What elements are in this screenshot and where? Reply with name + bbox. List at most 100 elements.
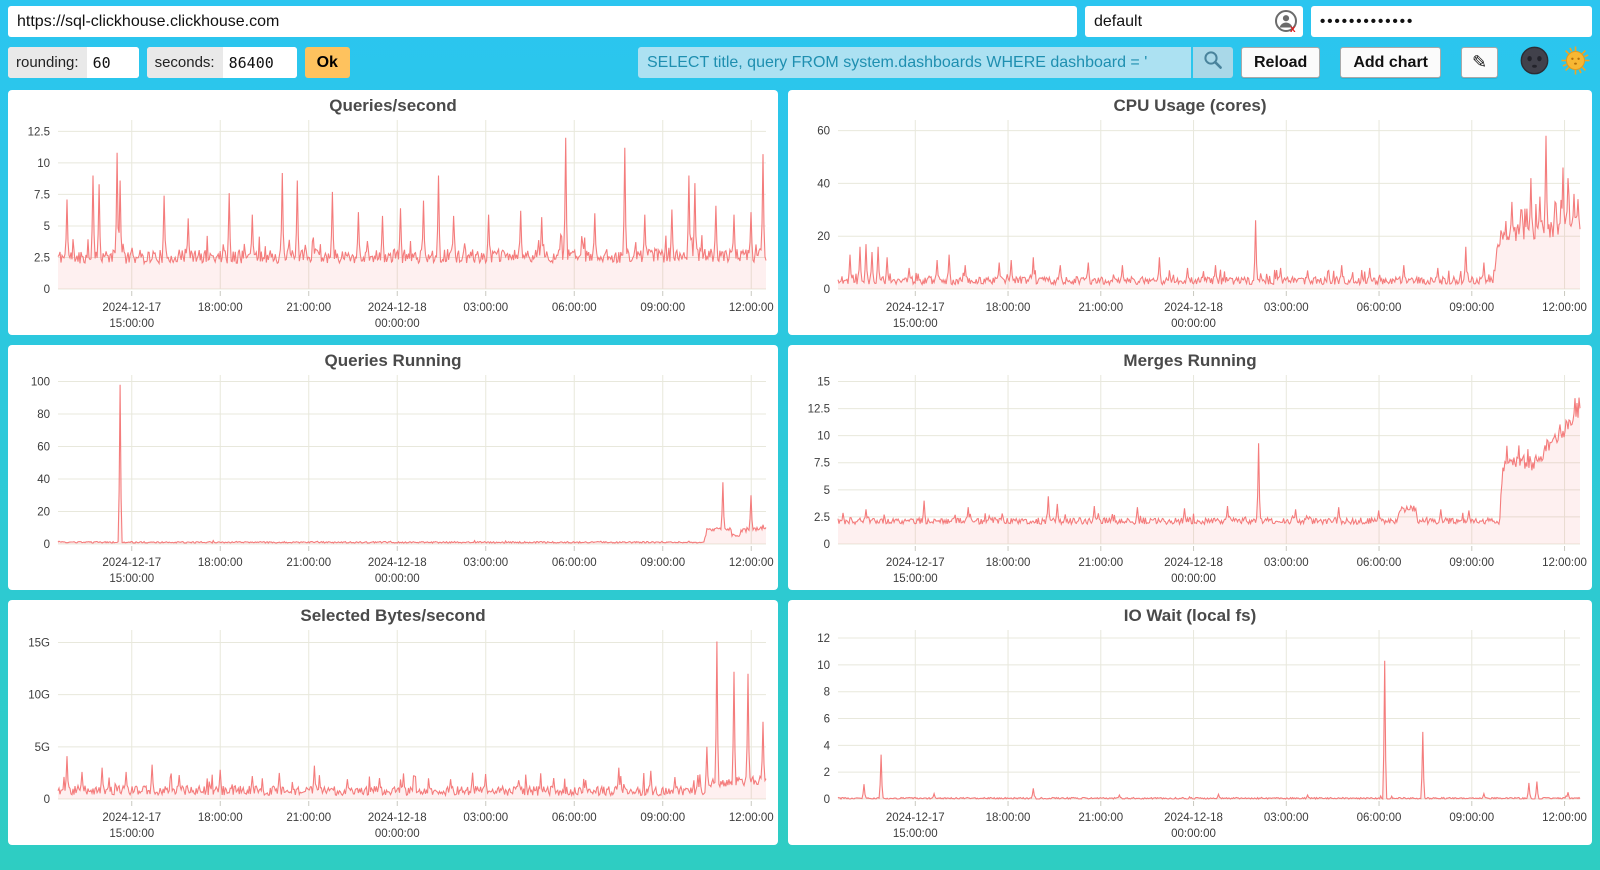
controls-bar: rounding: seconds: Ok Reload Add chart ✎	[8, 46, 1592, 80]
charts-grid: 0 2.5 5 7.5 10 12.5 2024-12-17 15:00:00 18:00:00…	[8, 90, 1592, 845]
edit-button[interactable]: ✎	[1461, 47, 1498, 78]
series-line	[837, 397, 1581, 527]
x-tick-label: 15:00:00	[893, 828, 938, 840]
x-tick-label: 12:00:00	[1542, 557, 1587, 569]
seconds-field: seconds:	[146, 47, 297, 78]
moon-icon	[1520, 46, 1549, 80]
x-tick-label: 18:00:00	[986, 302, 1031, 314]
x-tick-label: 12:00:00	[729, 812, 774, 824]
y-tick-label: 6	[824, 714, 830, 726]
y-tick-label: 100	[31, 377, 50, 389]
x-tick-label: 21:00:00	[286, 302, 331, 314]
x-tick-label: 03:00:00	[1264, 302, 1309, 314]
series-line	[837, 135, 1581, 287]
chart-card-io-wait-local-fs: 0 2 4 6 8 10 12 2024-12-17 15:00:00 18:00:00 21:00…	[788, 600, 1592, 845]
x-tick-label: 15:00:00	[893, 573, 938, 585]
x-tick-label: 21:00:00	[286, 812, 331, 824]
y-tick-label: 40	[817, 178, 830, 190]
chart-canvas: 0 20 40 60 80 100 2024-12-17 15:00:00 18:00:00 21…	[31, 351, 774, 585]
seconds-label: seconds:	[146, 47, 223, 78]
light-theme-button[interactable]	[1559, 46, 1592, 78]
x-tick-label: 2024-12-18	[1164, 812, 1223, 824]
x-tick-label: 18:00:00	[198, 557, 243, 569]
x-tick-label: 09:00:00	[1449, 302, 1494, 314]
x-tick-label: 03:00:00	[463, 302, 508, 314]
series-line	[57, 137, 767, 266]
dashboard-query-input[interactable]	[637, 47, 1191, 78]
x-tick-label: 21:00:00	[1078, 812, 1123, 824]
user-input[interactable]	[1085, 6, 1303, 37]
seconds-input[interactable]	[222, 47, 297, 78]
y-tick-label: 20	[37, 507, 50, 519]
reload-button[interactable]: Reload	[1240, 47, 1321, 78]
x-tick-label: 03:00:00	[463, 557, 508, 569]
x-tick-label: 00:00:00	[1171, 573, 1216, 585]
y-tick-label: 0	[44, 284, 50, 296]
y-tick-label: 20	[817, 231, 830, 243]
y-tick-label: 5G	[35, 742, 50, 754]
x-tick-label: 00:00:00	[1171, 318, 1216, 330]
x-tick-label: 18:00:00	[198, 302, 243, 314]
rounding-input[interactable]	[86, 47, 139, 78]
x-tick-label: 21:00:00	[1078, 302, 1123, 314]
server-url-input[interactable]	[8, 6, 1077, 37]
x-tick-label: 18:00:00	[986, 812, 1031, 824]
x-tick-label: 00:00:00	[375, 318, 420, 330]
series-area	[58, 384, 766, 544]
x-tick-label: 06:00:00	[552, 302, 597, 314]
chart-title: CPU Usage (cores)	[1113, 96, 1266, 115]
chart-card-merges-running: 0 2.5 5 7.5 10 12.5 15 2024-12-17 15:00:00 18:00:…	[788, 345, 1592, 590]
x-tick-label: 06:00:00	[552, 557, 597, 569]
x-tick-label: 2024-12-17	[102, 557, 161, 569]
svg-text:x: x	[1290, 24, 1296, 33]
y-tick-label: 80	[37, 409, 50, 421]
x-tick-label: 2024-12-17	[886, 302, 945, 314]
x-tick-label: 06:00:00	[1357, 812, 1402, 824]
password-manager-user-icon[interactable]: x	[1275, 10, 1298, 38]
y-tick-label: 2	[824, 767, 830, 779]
x-tick-label: 2024-12-18	[368, 302, 427, 314]
x-tick-label: 12:00:00	[729, 557, 774, 569]
y-tick-label: 7.5	[814, 458, 830, 470]
x-tick-label: 09:00:00	[640, 302, 685, 314]
x-tick-label: 2024-12-17	[886, 812, 945, 824]
x-tick-label: 18:00:00	[198, 812, 243, 824]
x-tick-label: 15:00:00	[109, 318, 154, 330]
chart-title: Queries Running	[325, 351, 462, 370]
x-tick-label: 00:00:00	[1171, 828, 1216, 840]
y-tick-label: 2.5	[814, 512, 830, 524]
series-line	[837, 660, 1581, 801]
chart-title: Merges Running	[1123, 351, 1256, 370]
x-tick-label: 03:00:00	[463, 812, 508, 824]
x-tick-label: 18:00:00	[986, 557, 1031, 569]
y-tick-label: 0	[824, 794, 830, 806]
x-tick-label: 2024-12-18	[368, 812, 427, 824]
x-tick-label: 09:00:00	[640, 812, 685, 824]
x-tick-label: 12:00:00	[1542, 302, 1587, 314]
series-area	[58, 641, 766, 799]
x-tick-label: 09:00:00	[1449, 557, 1494, 569]
y-tick-label: 12.5	[28, 126, 50, 138]
chart-card-cpu-usage-cores: 0 20 40 60 2024-12-17 15:00:00 18:00:00 21:00:0…	[788, 90, 1592, 335]
x-tick-label: 15:00:00	[109, 828, 154, 840]
y-tick-label: 0	[824, 284, 830, 296]
chart-card-queries-running: 0 20 40 60 80 100 2024-12-17 15:00:00 18:00:00 21…	[8, 345, 778, 590]
chart-canvas: 0 5G 10G 15G 2024-12-17 15:00:00 18:00:00 21:00…	[28, 606, 774, 840]
x-tick-label: 21:00:00	[1078, 557, 1123, 569]
x-tick-label: 2024-12-17	[102, 302, 161, 314]
y-tick-label: 60	[817, 126, 830, 138]
x-tick-label: 2024-12-17	[886, 557, 945, 569]
x-tick-label: 09:00:00	[1449, 812, 1494, 824]
x-tick-label: 03:00:00	[1264, 557, 1309, 569]
ok-button[interactable]: Ok	[304, 47, 350, 78]
run-query-button[interactable]	[1192, 47, 1233, 78]
connection-bar: x	[8, 6, 1592, 37]
x-tick-label: 00:00:00	[375, 573, 420, 585]
x-tick-label: 15:00:00	[893, 318, 938, 330]
rounding-field: rounding:	[8, 47, 139, 78]
password-input[interactable]	[1311, 6, 1592, 37]
dark-theme-button[interactable]	[1518, 46, 1551, 80]
y-tick-label: 10	[37, 158, 50, 170]
chart-title: Queries/second	[329, 96, 457, 115]
add-chart-button[interactable]: Add chart	[1340, 47, 1441, 78]
